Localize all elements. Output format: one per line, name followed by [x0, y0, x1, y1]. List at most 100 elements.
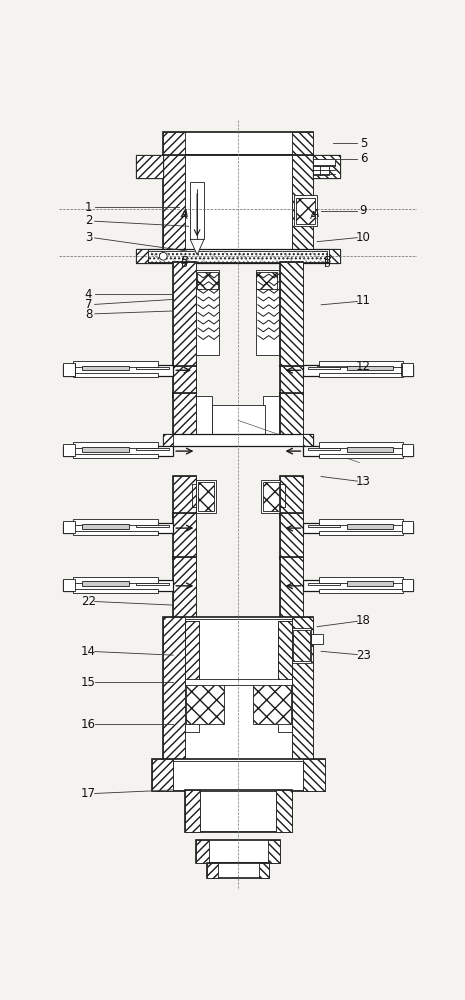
Bar	[73, 519, 158, 525]
Bar	[197, 272, 218, 289]
Bar	[173, 557, 196, 618]
Bar	[173, 393, 196, 440]
Bar	[256, 272, 277, 289]
Bar	[63, 523, 173, 533]
Bar	[163, 155, 185, 251]
Bar	[280, 513, 303, 559]
Bar	[185, 679, 292, 685]
Bar	[173, 393, 196, 440]
Text: A: A	[181, 211, 187, 221]
Bar	[303, 580, 413, 591]
Bar	[136, 155, 163, 178]
Bar	[136, 367, 169, 369]
Bar	[280, 476, 303, 518]
Bar	[196, 840, 209, 863]
Text: 18: 18	[356, 614, 371, 627]
Text: 23: 23	[356, 649, 371, 662]
Text: A: A	[310, 211, 317, 221]
Circle shape	[159, 252, 167, 260]
Bar	[311, 634, 323, 644]
Bar	[173, 513, 196, 559]
Bar	[313, 155, 340, 178]
Bar	[163, 434, 313, 446]
Bar	[303, 365, 413, 376]
Bar	[278, 620, 292, 682]
Bar	[329, 249, 340, 263]
Bar	[319, 531, 404, 535]
Bar	[63, 363, 75, 376]
Bar	[280, 476, 303, 518]
Bar	[319, 442, 404, 448]
Bar	[73, 531, 158, 535]
Bar	[163, 617, 185, 759]
Bar	[63, 446, 173, 456]
Bar	[173, 476, 196, 518]
Bar	[207, 863, 270, 878]
Bar	[173, 761, 303, 790]
Text: 7: 7	[85, 298, 92, 311]
Bar	[82, 581, 129, 586]
Bar	[196, 480, 216, 513]
Text: 4: 4	[85, 288, 92, 301]
Bar	[136, 525, 169, 527]
Bar	[136, 583, 169, 585]
Bar	[347, 366, 393, 370]
Bar	[73, 361, 158, 367]
Bar	[173, 262, 196, 366]
Bar	[190, 182, 204, 239]
Bar	[293, 630, 310, 661]
Bar	[163, 132, 313, 155]
Text: B: B	[180, 259, 187, 269]
Bar	[173, 366, 196, 397]
Bar	[313, 155, 340, 178]
Bar	[82, 524, 129, 529]
Bar	[148, 251, 327, 262]
Bar	[212, 405, 265, 440]
Bar	[308, 583, 340, 585]
Bar	[63, 579, 75, 591]
Bar	[303, 523, 413, 533]
Bar	[294, 195, 317, 226]
Bar	[303, 446, 413, 456]
Bar	[402, 444, 413, 456]
Text: 9: 9	[360, 204, 367, 217]
Bar	[73, 454, 158, 458]
Bar	[292, 628, 311, 663]
Text: 3: 3	[85, 231, 92, 244]
Bar	[73, 577, 158, 583]
Bar	[292, 155, 313, 251]
Text: 15: 15	[81, 676, 96, 689]
Text: 22: 22	[81, 595, 96, 608]
Text: 1: 1	[85, 201, 92, 214]
Bar	[319, 589, 404, 593]
Bar	[313, 158, 335, 166]
Bar	[185, 620, 199, 732]
Bar	[63, 365, 173, 376]
Bar	[280, 366, 303, 397]
Bar	[297, 198, 315, 224]
Bar	[292, 617, 313, 759]
Bar	[319, 454, 404, 458]
Bar	[73, 373, 158, 377]
Text: B: B	[180, 256, 188, 266]
Bar	[278, 620, 292, 732]
Bar	[173, 513, 196, 559]
Bar	[163, 155, 313, 251]
Bar	[73, 442, 158, 448]
Bar	[136, 448, 169, 450]
Bar	[82, 366, 129, 370]
Bar	[308, 525, 340, 527]
Bar	[152, 759, 173, 791]
Bar	[196, 270, 219, 355]
Text: 12: 12	[356, 360, 371, 373]
Bar	[347, 447, 393, 452]
Text: B: B	[324, 259, 331, 269]
Bar	[63, 580, 173, 591]
Bar	[313, 166, 329, 175]
Bar	[136, 249, 340, 263]
Text: A: A	[180, 209, 188, 219]
Bar	[319, 361, 404, 367]
Text: A: A	[311, 209, 319, 219]
Text: 16: 16	[81, 718, 96, 731]
Polygon shape	[190, 239, 204, 255]
